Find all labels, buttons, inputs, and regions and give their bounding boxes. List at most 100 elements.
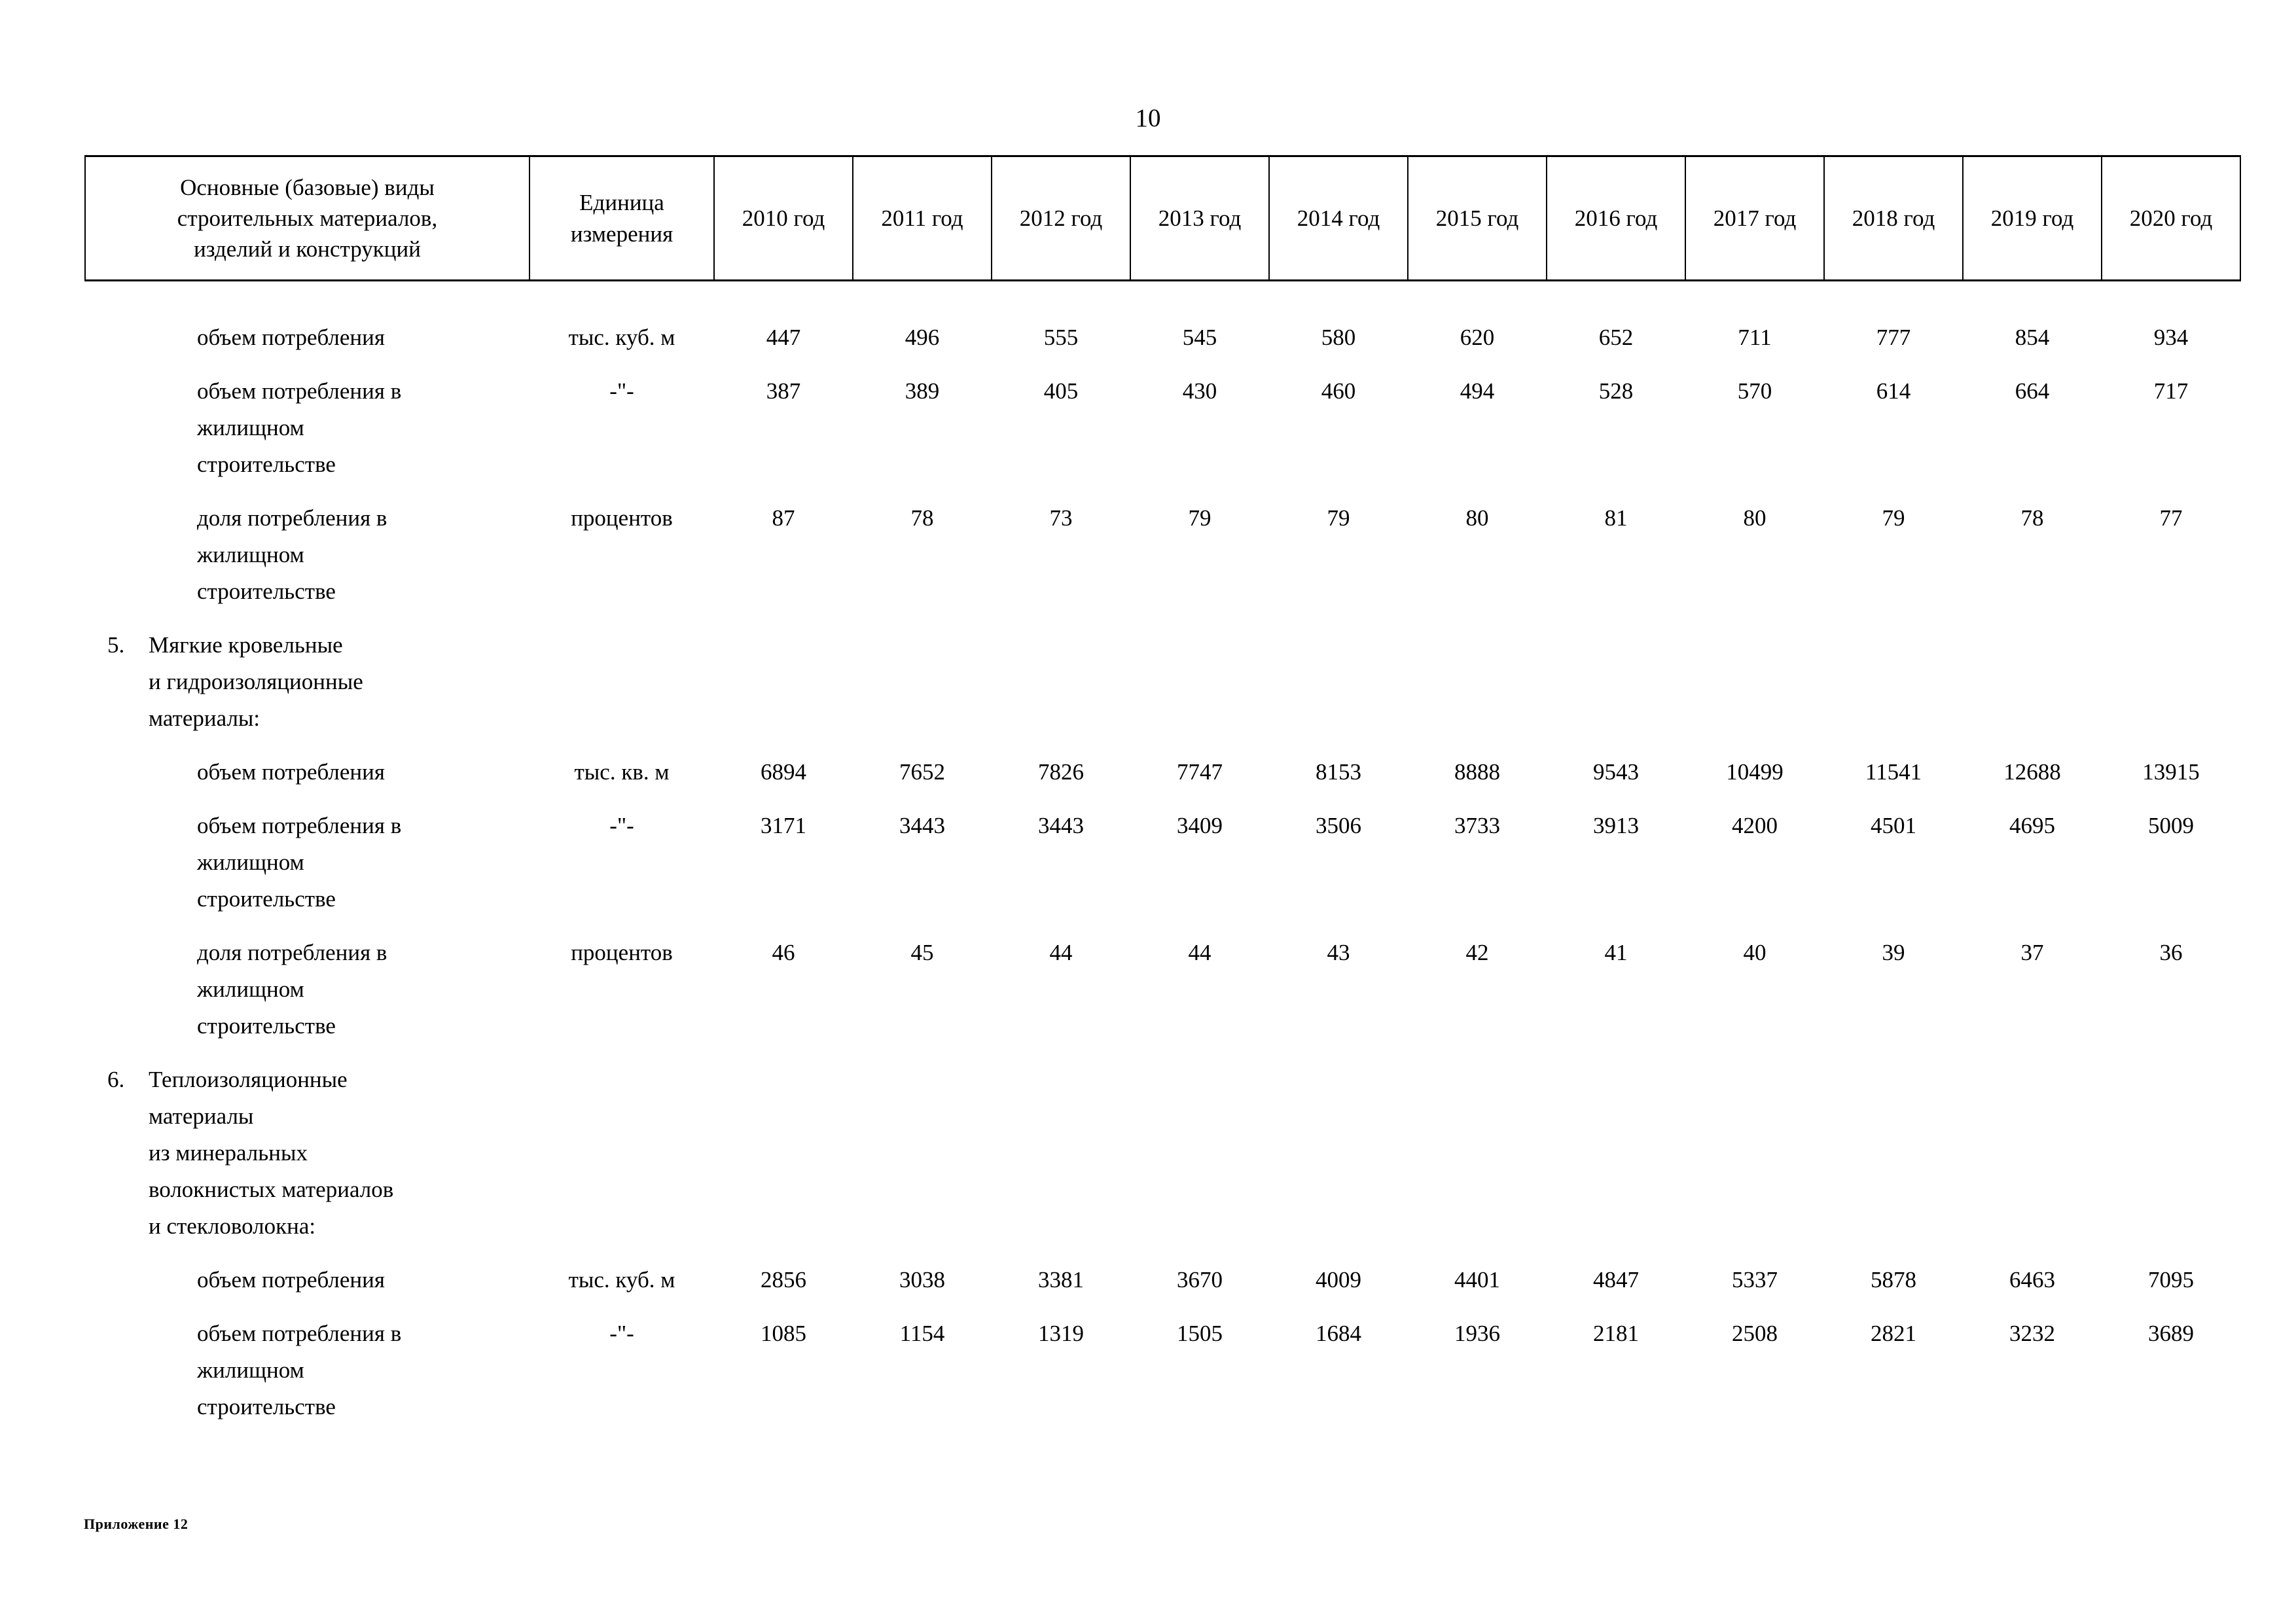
row-label: Теплоизоляционные материалы из минеральн…: [149, 1067, 394, 1239]
row-label: объем потребления в жилищном строительст…: [197, 813, 402, 912]
header-year: 2019 год: [1962, 155, 2102, 281]
row-value: 1319: [1038, 1321, 1084, 1346]
row-value: 3171: [761, 813, 806, 838]
row-value: 73: [1049, 505, 1073, 531]
header-row: Основные (базовые) виды строительных мат…: [84, 155, 2241, 281]
row-value: 3443: [899, 813, 945, 838]
row-value: 9543: [1593, 759, 1639, 785]
row-value: 4847: [1593, 1267, 1639, 1293]
row-value: 79: [1882, 505, 1905, 531]
row-value: 3443: [1038, 813, 1084, 838]
row-label: доля потребления в жилищном строительств…: [197, 505, 387, 604]
row-value: 2856: [761, 1267, 806, 1293]
row-value: 555: [1043, 325, 1079, 350]
row-value: 528: [1598, 378, 1634, 404]
table-row: объем потребления в жилищном строительст…: [85, 1315, 2240, 1442]
header-year: 2014 год: [1268, 155, 1408, 281]
row-value: 447: [766, 325, 801, 350]
table-row: объем потребления в жилищном строительст…: [85, 373, 2240, 500]
row-value: 387: [766, 378, 801, 404]
row-value: 3232: [2009, 1321, 2055, 1346]
header-materials: Основные (базовые) виды строительных мат…: [84, 155, 530, 281]
row-label: объем потребления: [197, 325, 385, 350]
row-value: 80: [1465, 505, 1489, 531]
row-value: 854: [2015, 325, 2050, 350]
row-value: 36: [2159, 940, 2183, 965]
row-value: 5878: [1871, 1267, 1916, 1293]
table-row: 6. Теплоизоляционные материалы из минерал…: [85, 1061, 2240, 1262]
header-year: 2016 год: [1546, 155, 1686, 281]
row-number: 6.: [107, 1067, 125, 1092]
appendix-note: Приложение 12: [84, 1516, 188, 1532]
row-value: 5337: [1732, 1267, 1778, 1293]
row-value: 7826: [1038, 759, 1084, 785]
header-year: 2015 год: [1407, 155, 1547, 281]
row-value: 7652: [899, 759, 945, 785]
header-year: 2020 год: [2101, 155, 2241, 281]
row-value: 494: [1460, 378, 1495, 404]
row-value: 1684: [1316, 1321, 1361, 1346]
row-value: 46: [772, 940, 795, 965]
row-value: 39: [1882, 940, 1905, 965]
row-label: Мягкие кровельные и гидроизоляционные ма…: [149, 632, 363, 731]
row-number: 5.: [107, 632, 125, 658]
row-value: 3381: [1038, 1267, 1084, 1293]
header-year: 2018 год: [1823, 155, 1964, 281]
header-year: 2011 год: [852, 155, 992, 281]
row-value: 664: [2015, 378, 2050, 404]
row-value: 8153: [1316, 759, 1361, 785]
row-label: объем потребления в жилищном строительст…: [197, 378, 402, 477]
row-value: 12688: [2003, 759, 2061, 785]
row-value: 13915: [2142, 759, 2200, 785]
row-unit: тыс. куб. м: [568, 1267, 675, 1293]
row-value: 614: [1876, 378, 1911, 404]
row-value: 6894: [761, 759, 806, 785]
row-value: 3913: [1593, 813, 1639, 838]
row-value: 7747: [1177, 759, 1223, 785]
row-value: 1154: [899, 1321, 945, 1346]
row-value: 4695: [2009, 813, 2055, 838]
row-label: объем потребления: [197, 759, 385, 785]
row-value: 79: [1327, 505, 1350, 531]
row-label: объем потребления в жилищном строительст…: [197, 1321, 402, 1419]
row-value: 87: [772, 505, 795, 531]
header-year: 2017 год: [1685, 155, 1825, 281]
row-unit: -"-: [609, 1321, 634, 1346]
row-value: 570: [1737, 378, 1772, 404]
row-value: 44: [1049, 940, 1073, 965]
row-value: 717: [2153, 378, 2189, 404]
row-value: 44: [1188, 940, 1211, 965]
row-value: 3409: [1177, 813, 1223, 838]
row-value: 389: [905, 378, 940, 404]
row-value: 711: [1738, 325, 1772, 350]
table-row: 5. Мягкие кровельные и гидроизоляционные …: [85, 627, 2240, 754]
table-row: объем потребления тыс. куб. м 447 496 55…: [85, 281, 2240, 374]
header-year: 2012 год: [991, 155, 1131, 281]
row-value: 7095: [2148, 1267, 2194, 1293]
table-row: объем потребления в жилищном строительст…: [85, 808, 2240, 935]
row-value: 41: [1604, 940, 1628, 965]
row-value: 3670: [1177, 1267, 1223, 1293]
table-row: доля потребления в жилищном строительств…: [85, 935, 2240, 1061]
header-year: 2013 год: [1130, 155, 1270, 281]
row-unit: -"-: [609, 813, 634, 838]
row-value: 934: [2153, 325, 2189, 350]
row-value: 77: [2159, 505, 2183, 531]
row-value: 45: [910, 940, 934, 965]
row-value: 620: [1460, 325, 1495, 350]
materials-consumption-table: Основные (базовые) виды строительных мат…: [84, 155, 2241, 1442]
header-unit: Единица измерения: [529, 155, 715, 281]
row-value: 3689: [2148, 1321, 2194, 1346]
row-value: 4401: [1454, 1267, 1500, 1293]
row-value: 8888: [1454, 759, 1500, 785]
row-unit: -"-: [609, 378, 634, 404]
row-value: 3038: [899, 1267, 945, 1293]
row-value: 1505: [1177, 1321, 1223, 1346]
row-value: 3506: [1316, 813, 1361, 838]
row-value: 4200: [1732, 813, 1778, 838]
row-label: доля потребления в жилищном строительств…: [197, 940, 387, 1039]
row-unit: [529, 1061, 714, 1262]
row-value: 4009: [1316, 1267, 1361, 1293]
row-value: 430: [1182, 378, 1217, 404]
row-value: 43: [1327, 940, 1350, 965]
